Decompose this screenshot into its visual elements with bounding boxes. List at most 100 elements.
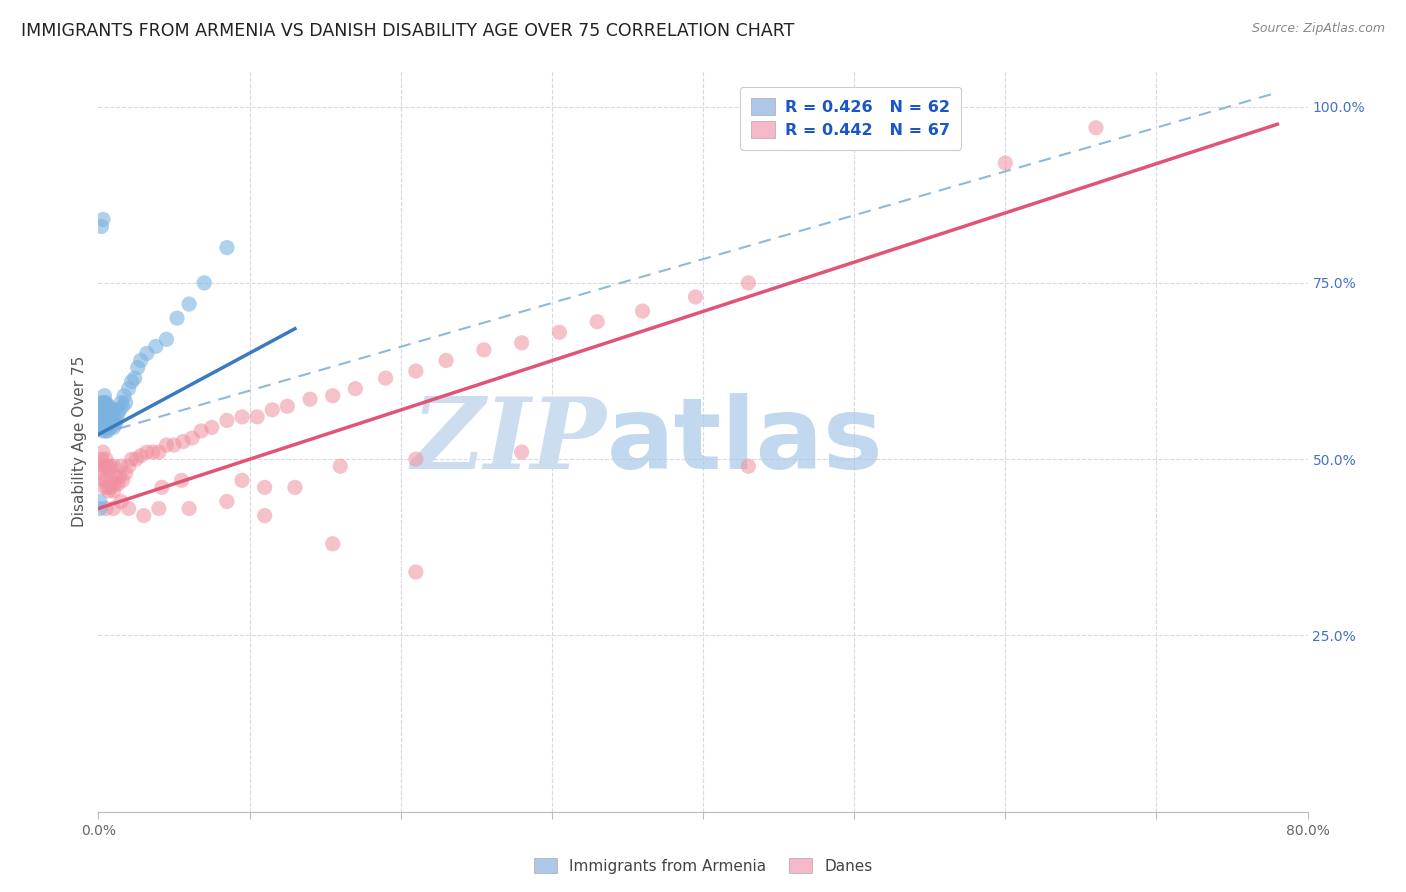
Point: [98, 409, 121, 424]
Point: [100, 480, 122, 494]
Point: [118, 382, 141, 396]
Point: [132, 508, 155, 523]
Point: [112, 389, 135, 403]
Point: [93, 406, 115, 420]
Point: [472, 343, 495, 357]
Point: [90, 409, 112, 424]
Point: [405, 364, 427, 378]
Point: [181, 431, 204, 445]
Legend: R = 0.426   N = 62, R = 0.442   N = 67: R = 0.426 N = 62, R = 0.442 N = 67: [740, 87, 962, 150]
Point: [104, 476, 127, 491]
Point: [89, 409, 111, 424]
Point: [91, 417, 114, 431]
Point: [179, 297, 201, 311]
Point: [142, 445, 165, 459]
Point: [129, 353, 152, 368]
Point: [91, 473, 114, 487]
Point: [329, 459, 352, 474]
Point: [103, 459, 125, 474]
Point: [89, 399, 111, 413]
Point: [108, 470, 131, 484]
Point: [190, 424, 212, 438]
Text: Source: ZipAtlas.com: Source: ZipAtlas.com: [1251, 22, 1385, 36]
Point: [114, 467, 136, 481]
Point: [118, 501, 141, 516]
Point: [105, 413, 128, 427]
Point: [231, 473, 253, 487]
Point: [94, 413, 117, 427]
Point: [101, 406, 124, 420]
Point: [105, 470, 128, 484]
Point: [104, 417, 127, 431]
Point: [93, 409, 115, 424]
Point: [103, 483, 125, 498]
Point: [101, 473, 124, 487]
Point: [94, 396, 117, 410]
Point: [145, 339, 167, 353]
Point: [405, 565, 427, 579]
Point: [150, 480, 173, 494]
Point: [215, 241, 238, 255]
Point: [93, 420, 115, 434]
Point: [111, 473, 134, 487]
Point: [91, 212, 114, 227]
Point: [96, 399, 118, 413]
Point: [94, 424, 117, 438]
Legend: Immigrants from Armenia, Danes: Immigrants from Armenia, Danes: [527, 852, 879, 880]
Point: [114, 396, 136, 410]
Point: [246, 409, 269, 424]
Point: [101, 417, 124, 431]
Point: [90, 406, 112, 420]
Point: [129, 449, 152, 463]
Point: [100, 420, 122, 434]
Point: [166, 311, 188, 326]
Point: [90, 396, 112, 410]
Point: [107, 476, 129, 491]
Point: [89, 494, 111, 508]
Point: [93, 480, 115, 494]
Point: [91, 396, 114, 410]
Point: [90, 402, 112, 417]
Point: [299, 392, 322, 407]
Point: [125, 452, 148, 467]
Point: [737, 459, 759, 474]
Point: [1085, 120, 1108, 135]
Point: [89, 501, 111, 516]
Point: [215, 494, 238, 508]
Point: [90, 420, 112, 434]
Point: [170, 473, 193, 487]
Point: [111, 399, 134, 413]
Point: [374, 371, 396, 385]
Point: [96, 459, 118, 474]
Point: [155, 332, 177, 346]
Point: [276, 399, 298, 413]
Point: [91, 409, 114, 424]
Text: ZIP: ZIP: [412, 393, 606, 490]
Point: [135, 445, 157, 459]
Point: [107, 406, 129, 420]
Point: [994, 156, 1017, 170]
Point: [631, 304, 654, 318]
Point: [90, 467, 112, 481]
Point: [91, 424, 114, 438]
Point: [215, 413, 238, 427]
Point: [108, 402, 131, 417]
Point: [89, 420, 111, 434]
Point: [94, 473, 117, 487]
Point: [94, 409, 117, 424]
Point: [193, 276, 215, 290]
Point: [253, 480, 276, 494]
Point: [103, 501, 125, 516]
Point: [110, 494, 132, 508]
Point: [110, 396, 132, 410]
Point: [98, 399, 121, 413]
Point: [91, 445, 114, 459]
Point: [284, 480, 307, 494]
Point: [110, 459, 132, 474]
Point: [510, 335, 533, 350]
Point: [90, 452, 112, 467]
Point: [121, 375, 143, 389]
Point: [98, 483, 121, 498]
Point: [91, 413, 114, 427]
Point: [201, 420, 224, 434]
